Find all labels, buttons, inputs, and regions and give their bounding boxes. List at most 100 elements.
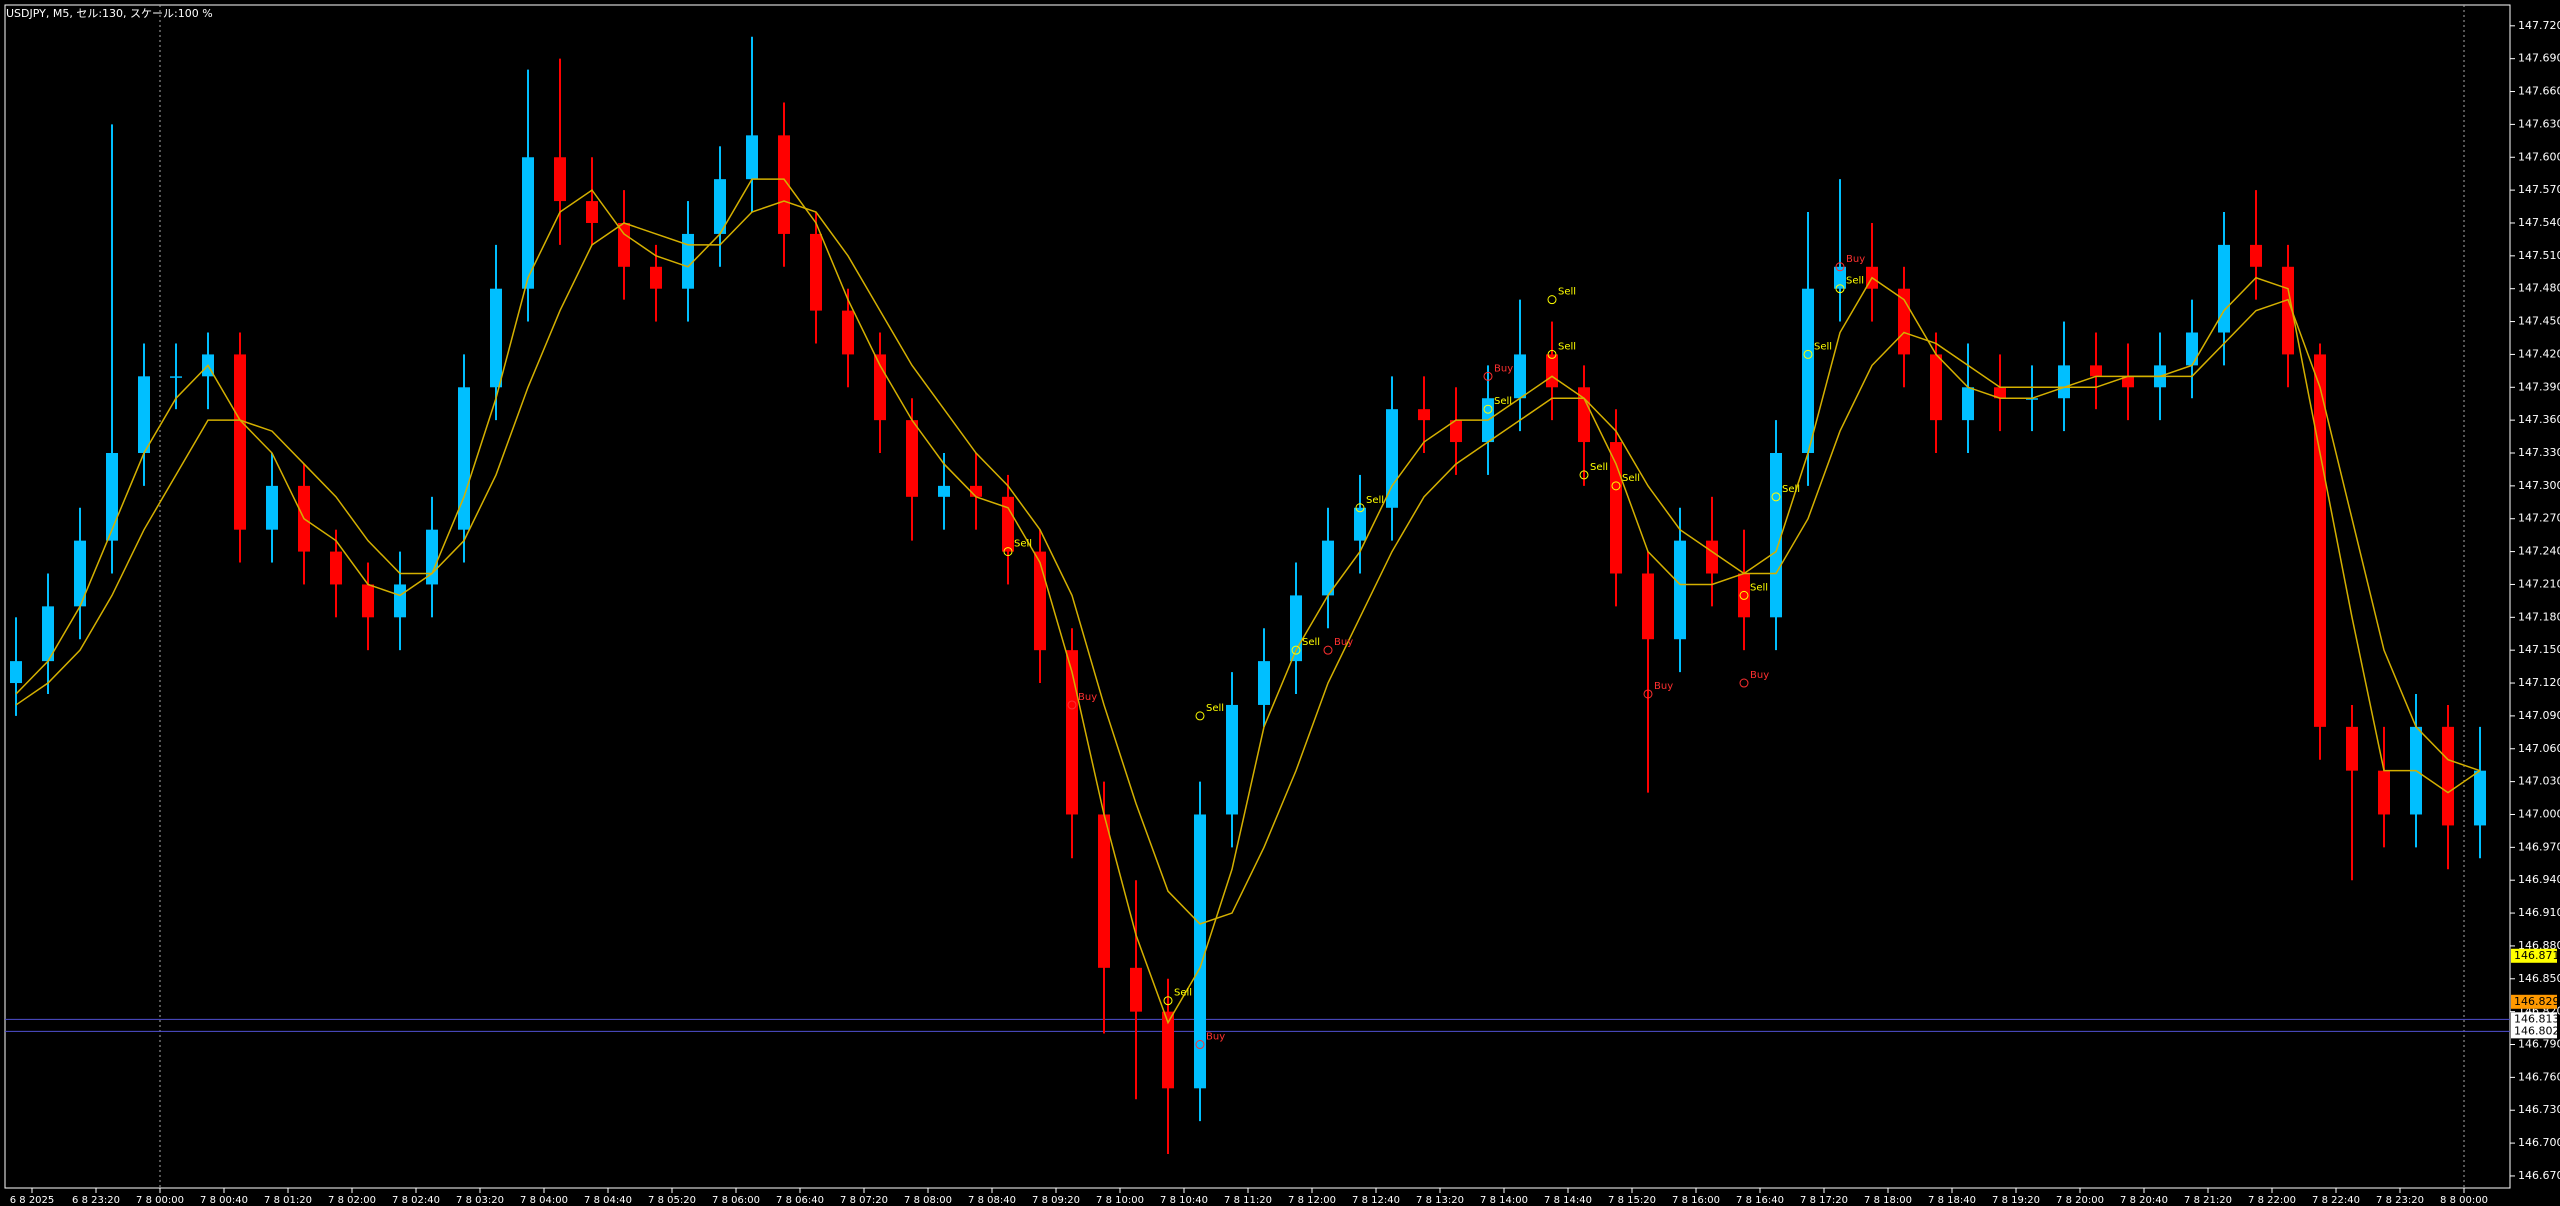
price-label: 146.871 <box>2514 949 2560 962</box>
price-label: 146.813 <box>2514 1012 2560 1025</box>
x-tick-label: 7 8 19:20 <box>1992 1195 2040 1206</box>
candle-body <box>1802 288 1814 454</box>
x-tick-label: 7 8 13:20 <box>1416 1195 1464 1206</box>
y-tick-label: 147.510 <box>2518 249 2560 262</box>
candle-body <box>1258 661 1270 705</box>
y-tick-label: 147.450 <box>2518 315 2560 328</box>
candle-body <box>1770 453 1782 618</box>
x-tick-label: 7 8 10:40 <box>1160 1195 1208 1206</box>
candle-body <box>1162 1011 1174 1089</box>
y-tick-label: 146.730 <box>2518 1103 2560 1116</box>
x-tick-label: 7 8 15:20 <box>1608 1195 1656 1206</box>
candle-body <box>1354 507 1366 541</box>
candle-body <box>1706 540 1718 574</box>
candle-body <box>842 310 854 355</box>
y-tick-label: 146.700 <box>2518 1136 2560 1149</box>
y-tick-label: 146.760 <box>2518 1070 2560 1083</box>
candle-body <box>1898 288 1910 355</box>
x-tick-label: 7 8 08:40 <box>968 1195 1016 1206</box>
y-tick-label: 146.940 <box>2518 873 2560 886</box>
y-tick-label: 147.270 <box>2518 512 2560 525</box>
signal-label: Sell <box>1494 396 1512 407</box>
y-tick-label: 147.330 <box>2518 446 2560 459</box>
candle-body <box>2474 770 2486 826</box>
price-label-bg <box>2511 948 2557 963</box>
candle-body <box>2186 332 2198 366</box>
candle-body <box>2090 365 2102 377</box>
signal-label: Buy <box>1846 254 1865 265</box>
signal-marker <box>1195 1040 1205 1050</box>
price-label-bg <box>2511 994 2557 1009</box>
y-tick-label: 146.670 <box>2518 1169 2560 1182</box>
candle-body <box>1450 420 1462 443</box>
candle-body <box>714 179 726 234</box>
y-tick-label: 147.030 <box>2518 775 2560 788</box>
candle-body <box>394 584 406 618</box>
candle-body <box>1546 354 1558 388</box>
y-tick-label: 147.690 <box>2518 52 2560 65</box>
signal-marker <box>1483 404 1493 414</box>
candle-body <box>2282 266 2294 355</box>
x-tick-label: 7 8 00:40 <box>200 1195 248 1206</box>
candle-body <box>938 485 950 497</box>
x-tick-label: 7 8 20:00 <box>2056 1195 2104 1206</box>
candle-body <box>778 135 790 234</box>
candle-body <box>682 233 694 289</box>
signal-marker <box>1547 295 1557 305</box>
y-tick-label: 146.970 <box>2518 840 2560 853</box>
x-tick-label: 7 8 11:20 <box>1224 1195 1272 1206</box>
y-tick-label: 147.660 <box>2518 85 2560 98</box>
price-label: 146.802 <box>2514 1024 2560 1037</box>
y-tick-label: 147.240 <box>2518 545 2560 558</box>
signal-label: Sell <box>1174 988 1192 999</box>
price-label: 146.829 <box>2514 995 2560 1008</box>
y-tick-label: 147.630 <box>2518 117 2560 130</box>
candle-body <box>1834 266 1846 289</box>
x-tick-label: 7 8 01:20 <box>264 1195 312 1206</box>
candle-body <box>554 157 566 202</box>
y-tick-label: 147.420 <box>2518 347 2560 360</box>
x-tick-label: 7 8 21:20 <box>2184 1195 2232 1206</box>
candle-body <box>586 201 598 223</box>
candle-body <box>1386 409 1398 508</box>
x-tick-label: 7 8 22:00 <box>2248 1195 2296 1206</box>
candle-body <box>2378 770 2390 815</box>
x-tick-label: 6 8 2025 <box>10 1195 55 1206</box>
moving-average <box>15 178 2481 1025</box>
signal-label: Buy <box>1334 637 1353 648</box>
signal-label: Buy <box>1206 1032 1225 1043</box>
signal-label: Buy <box>1654 681 1673 692</box>
x-tick-label: 8 8 00:00 <box>2440 1195 2488 1206</box>
signal-marker <box>1355 503 1365 513</box>
signal-label: Sell <box>1558 341 1576 352</box>
candle-body <box>1994 387 2006 399</box>
y-tick-label: 147.570 <box>2518 183 2560 196</box>
candle-body <box>1418 409 1430 421</box>
x-tick-label: 7 8 18:00 <box>1864 1195 1912 1206</box>
signal-marker <box>1323 645 1333 655</box>
signal-label: Sell <box>1846 276 1864 287</box>
x-tick-label: 7 8 16:00 <box>1672 1195 1720 1206</box>
signal-marker <box>1835 284 1845 294</box>
signal-label: Sell <box>1366 495 1384 506</box>
y-tick-label: 147.210 <box>2518 577 2560 590</box>
signal-marker <box>1611 481 1621 491</box>
y-tick-label: 147.600 <box>2518 150 2560 163</box>
candle-body <box>1322 540 1334 596</box>
x-tick-label: 7 8 18:40 <box>1928 1195 1976 1206</box>
candle-body <box>970 485 982 497</box>
y-tick-label: 147.360 <box>2518 413 2560 426</box>
y-tick-label: 146.880 <box>2518 939 2560 952</box>
x-tick-label: 6 8 23:20 <box>72 1195 120 1206</box>
candle-body <box>2250 244 2262 267</box>
candle-body <box>1034 551 1046 651</box>
candle-body <box>266 485 278 530</box>
candle-body <box>1642 573 1654 640</box>
candle-body <box>2218 244 2230 333</box>
x-tick-label: 7 8 00:00 <box>136 1195 184 1206</box>
candle-body <box>1098 814 1110 968</box>
signal-marker <box>1771 492 1781 502</box>
x-tick-label: 7 8 04:00 <box>520 1195 568 1206</box>
signal-label: Sell <box>1590 462 1608 473</box>
signal-marker <box>1291 645 1301 655</box>
